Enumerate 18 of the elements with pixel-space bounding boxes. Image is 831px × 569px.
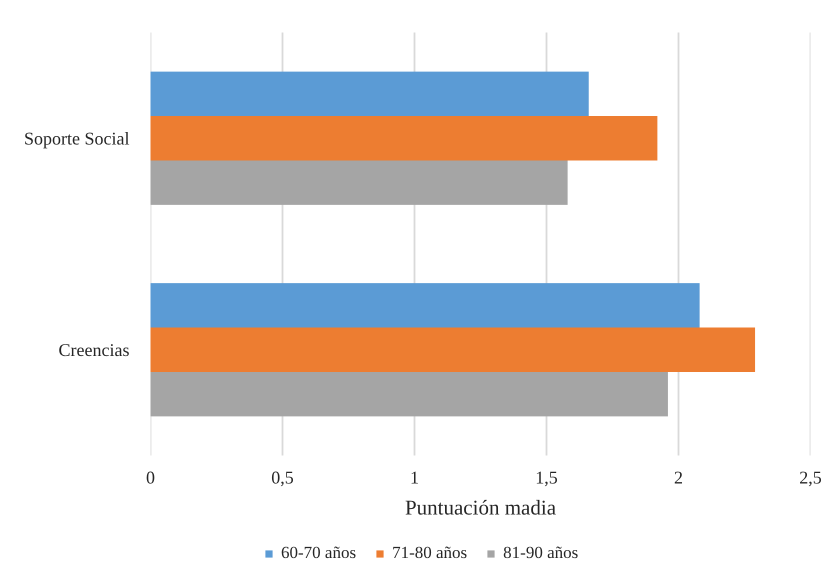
- bar: [150, 72, 589, 116]
- x-tick-label: 2: [674, 468, 683, 488]
- legend-label: 71-80 años: [392, 543, 468, 563]
- x-tick-label: 0,5: [271, 468, 294, 488]
- x-tick-label: 2,5: [799, 468, 822, 488]
- legend-label: 81-90 años: [503, 543, 578, 563]
- x-tick-label: 1,5: [535, 468, 558, 488]
- y-tick-label: Creencias: [58, 340, 130, 360]
- bar: [150, 116, 658, 160]
- bar: [150, 283, 700, 328]
- bar: [150, 372, 668, 416]
- x-tick-label: 0: [146, 468, 155, 488]
- legend-label: 60-70 años: [281, 543, 356, 563]
- x-axis-title: Puntuación madia: [404, 496, 557, 520]
- x-tick-label: 1: [410, 468, 419, 488]
- bar: [150, 160, 568, 205]
- y-tick-label: Soporte Social: [24, 128, 130, 148]
- bar: [150, 328, 756, 372]
